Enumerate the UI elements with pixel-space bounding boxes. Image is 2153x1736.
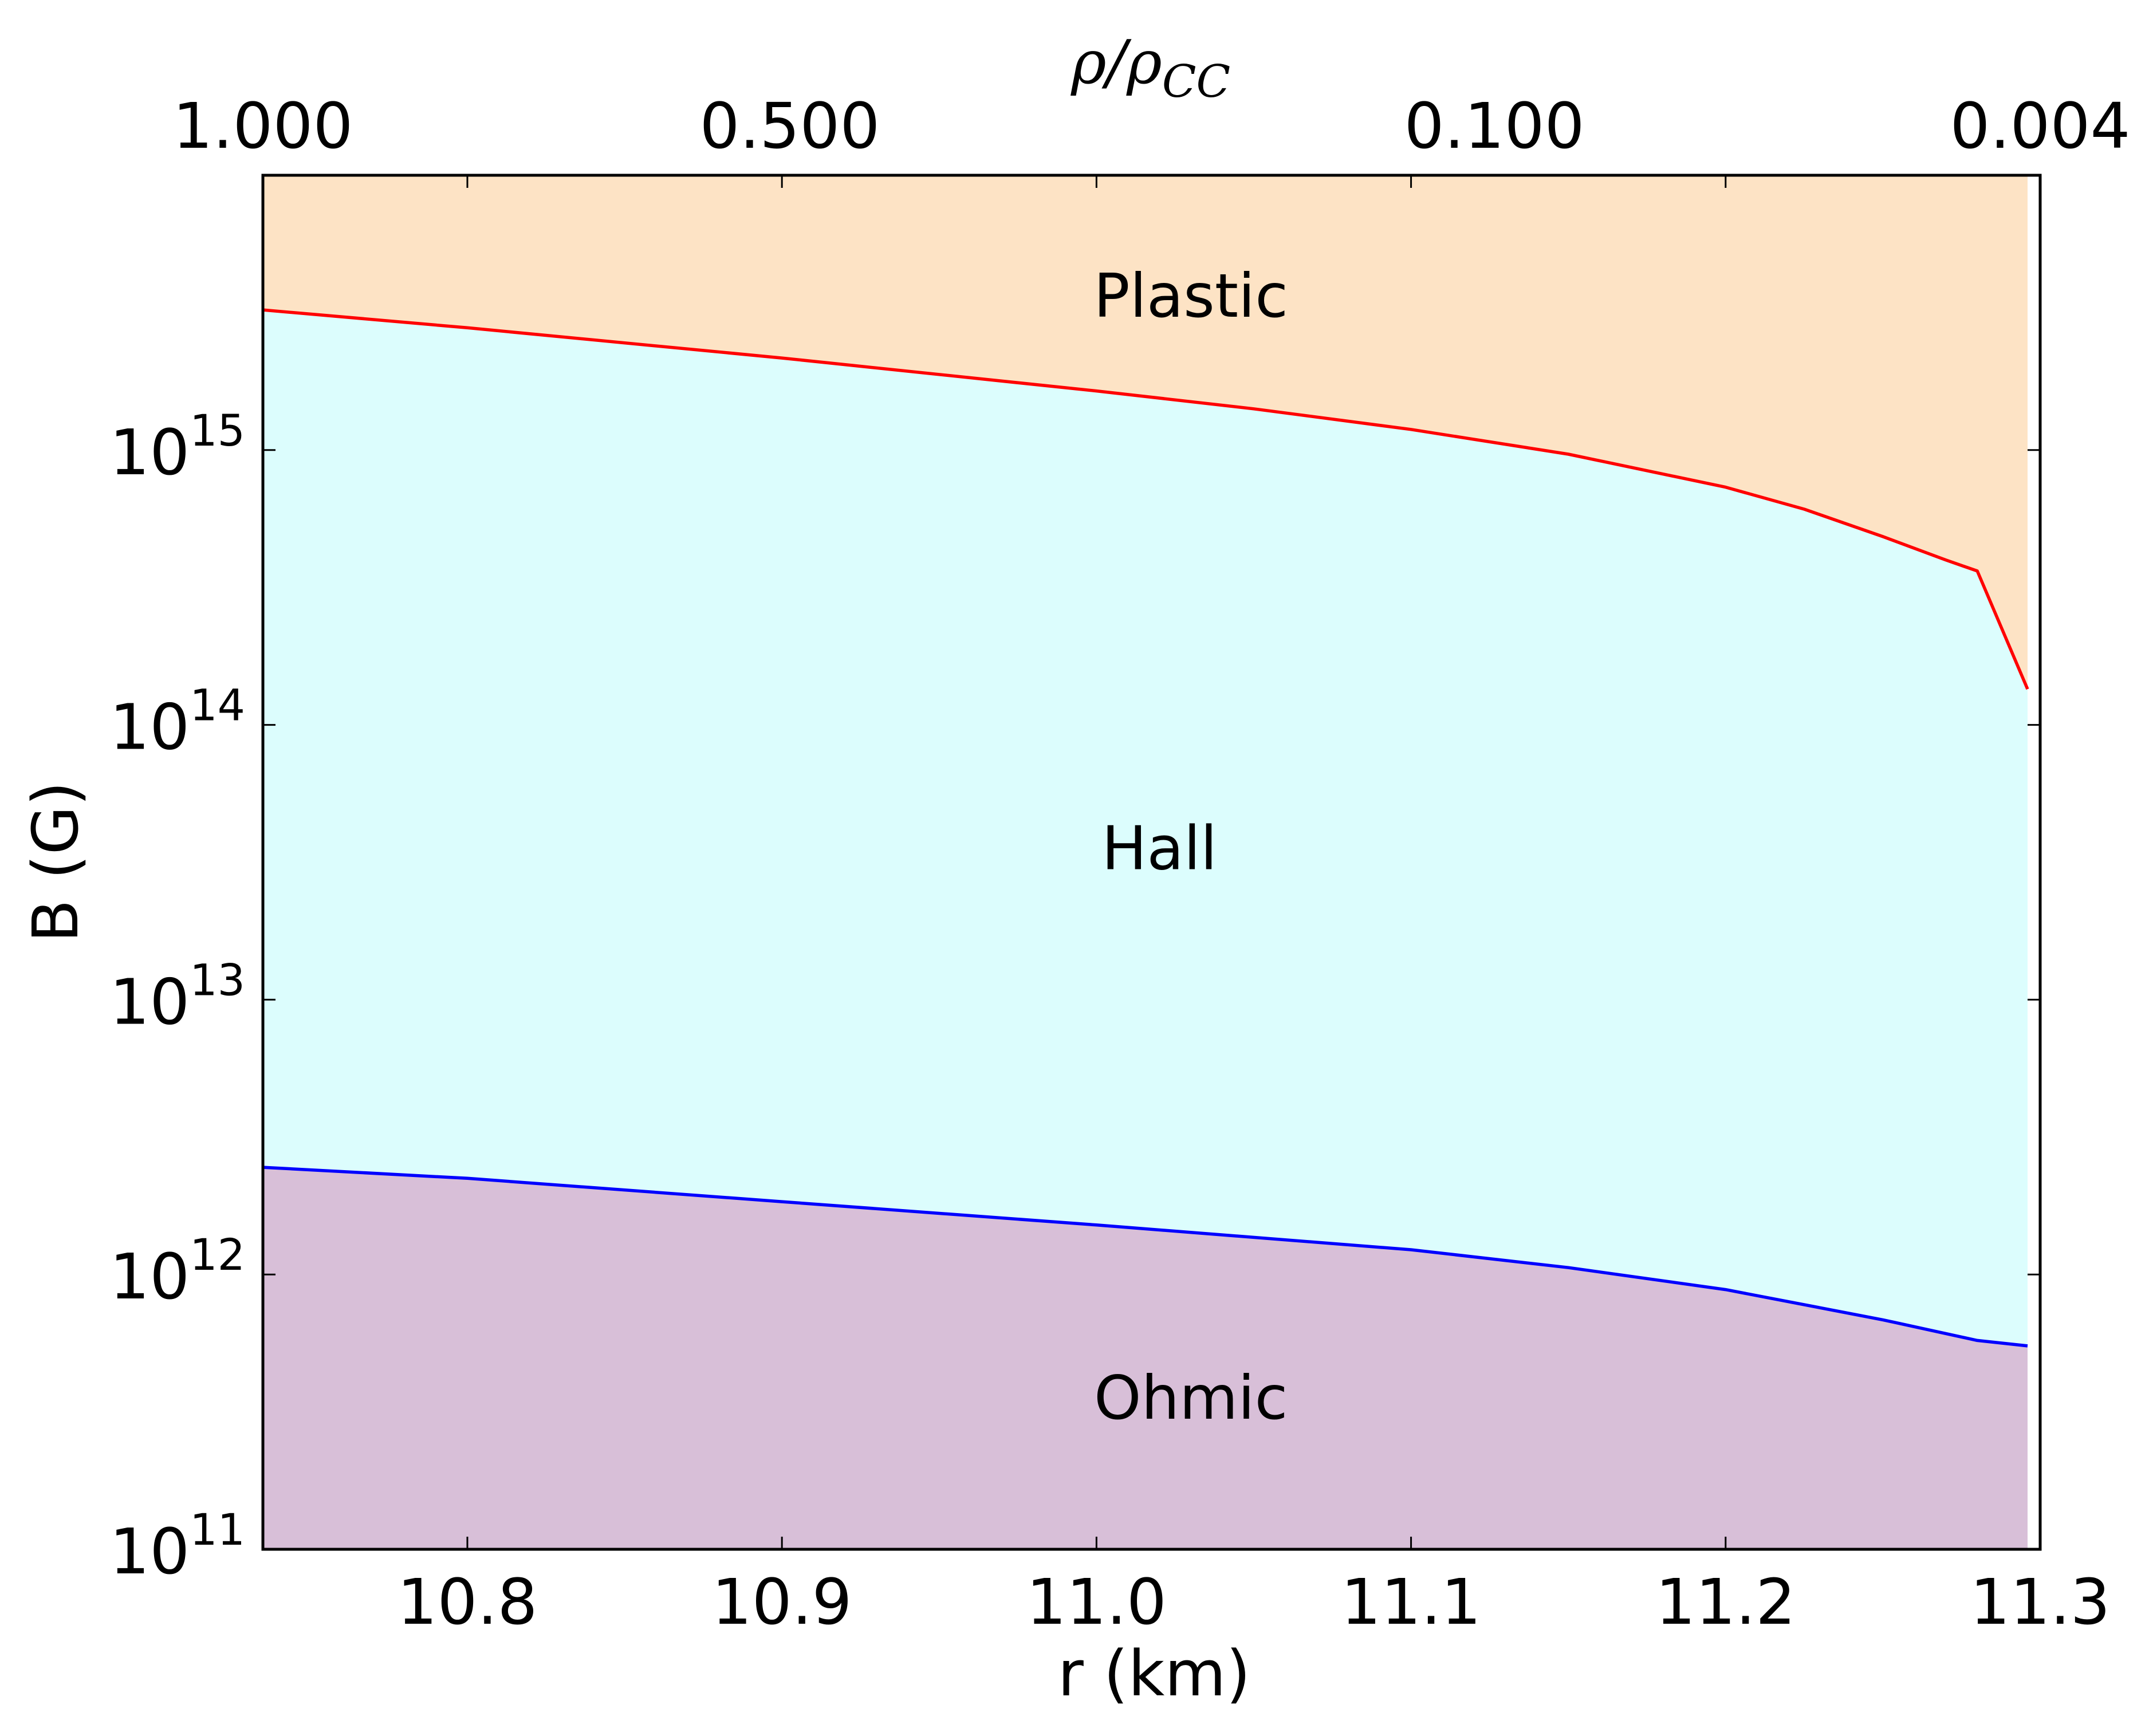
top-tick-labels: 1.000 0.500 0.100 0.004 [173,89,2131,163]
top-axis-label: ρ/ρCC [1070,27,1230,108]
region-label-ohmic: Ohmic [1094,1363,1288,1433]
ohmic-boundary-line [263,1166,2028,1348]
y-tick-exponent: 11 [190,1504,245,1555]
boundary-lines [263,308,2029,1348]
x-tick-label: 11.3 [1970,1565,2111,1639]
x-tick-label: 10.8 [397,1565,538,1639]
y-tick-exponent: 13 [190,954,245,1005]
top-axis-label-main: ρ/ρ [1070,27,1162,97]
y-tick-base: 10 [109,691,190,764]
plot-frame [261,174,2042,1551]
region-label-hall: Hall [1101,814,1217,884]
region-ohmic [263,1167,2028,1549]
top-tick-label: 1.000 [173,89,353,163]
top-tick-label: 0.100 [1404,89,1585,163]
y-tick-label: 1014 [109,680,245,764]
y-tick-label: 1013 [109,954,245,1038]
y-tick-label: 1015 [109,405,245,489]
y-axis-label: B (G) [19,781,92,943]
region-label-plastic: Plastic [1093,261,1288,331]
y-tick-base: 10 [109,416,190,489]
top-tick-label: 0.004 [1950,89,2131,163]
region-plastic [263,175,2028,690]
region-hall [263,310,2028,1346]
y-tick-exponent: 15 [190,405,245,456]
y-tick-base: 10 [109,965,190,1038]
x-axis-label: r (km) [1058,1637,1251,1710]
x-tick-label: 11.2 [1655,1565,1796,1639]
x-tick-label: 11.0 [1026,1565,1167,1639]
top-tick-label: 0.500 [699,89,880,163]
x-tick-label: 11.1 [1341,1565,1481,1639]
y-tick-base: 10 [109,1240,190,1313]
y-tick-exponent: 12 [190,1229,245,1280]
region-labels: Plastic Hall Ohmic [1093,261,1288,1433]
y-tick-label: 1012 [109,1229,245,1313]
top-axis-label-sub: CC [1162,56,1230,108]
region-fills [263,175,2028,1549]
plastic-boundary-line [263,308,2029,690]
y-tick-exponent: 14 [190,680,245,731]
x-tick-label: 10.9 [712,1565,852,1639]
x-tick-labels: 10.8 10.9 11.0 11.1 11.2 11.3 [397,1565,2111,1639]
y-tick-label: 1011 [109,1504,245,1588]
tick-marks [263,175,2041,1550]
y-tick-base: 10 [109,1515,190,1588]
